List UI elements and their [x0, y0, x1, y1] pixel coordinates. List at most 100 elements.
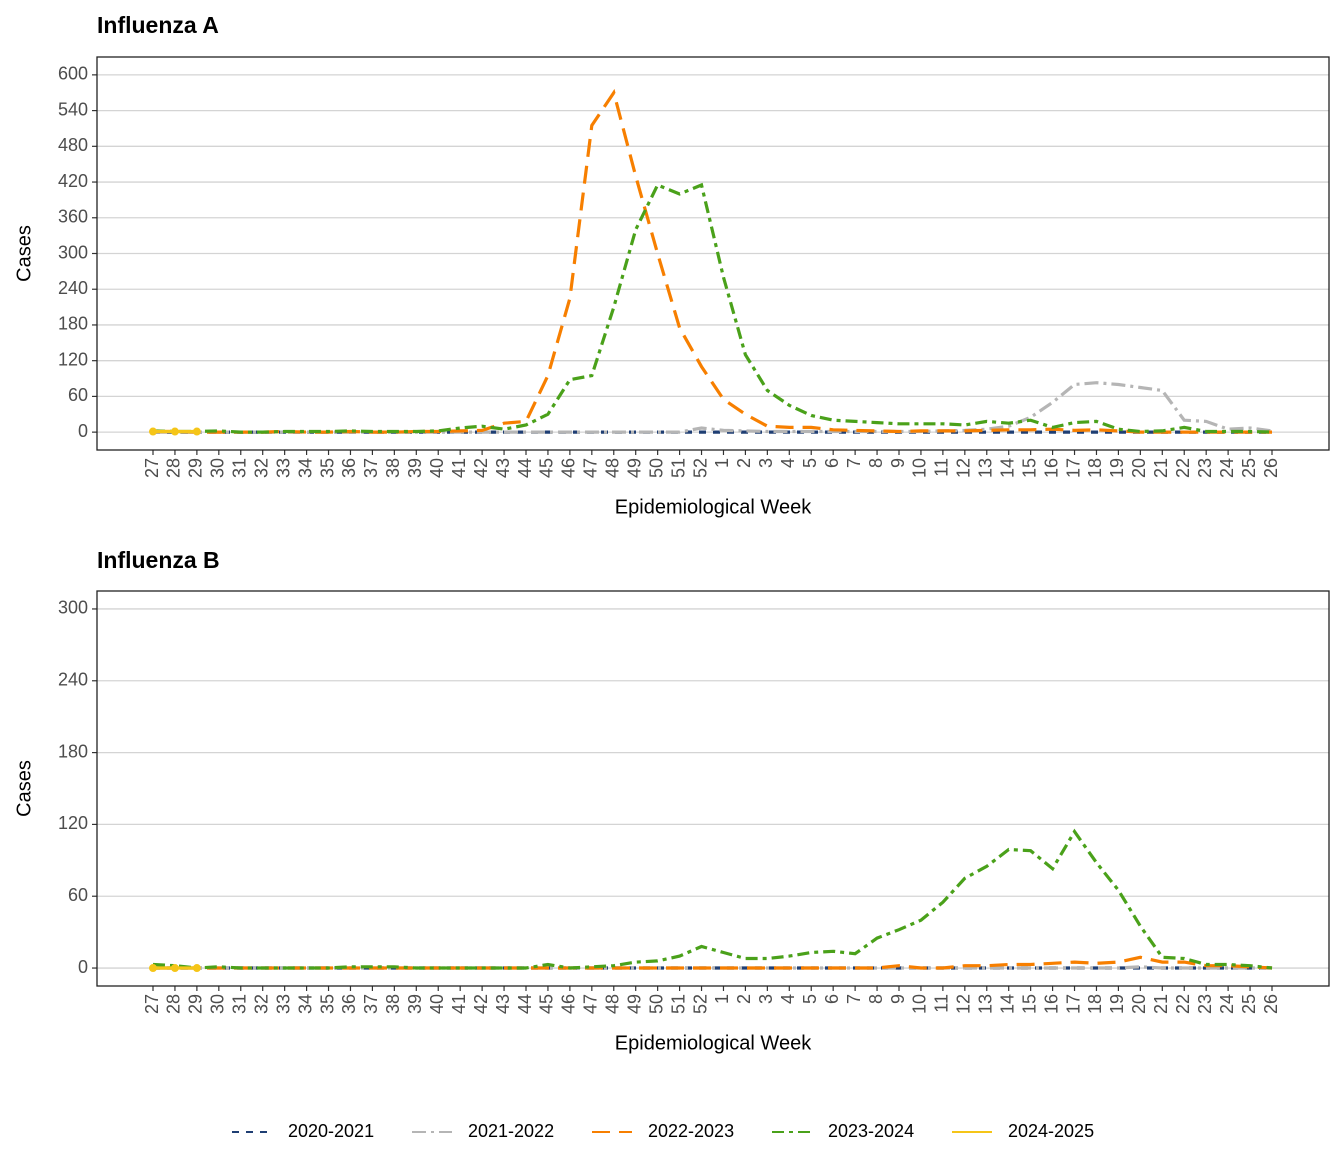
y-tick-label: 240	[58, 670, 88, 690]
x-tick-label: 26	[1261, 994, 1281, 1014]
y-axis-title: Cases	[13, 760, 35, 817]
y-tick-label: 60	[68, 885, 88, 905]
x-tick-label: 5	[800, 458, 820, 468]
x-tick-label: 43	[493, 994, 513, 1014]
x-tick-label: 26	[1261, 458, 1281, 478]
y-tick-label: 0	[78, 421, 88, 441]
y-tick-label: 540	[58, 99, 88, 119]
series-point	[192, 427, 201, 436]
x-tick-label: 6	[822, 994, 842, 1004]
x-tick-label: 28	[164, 994, 184, 1014]
x-tick-label: 7	[844, 994, 864, 1004]
x-tick-label: 2	[734, 994, 754, 1004]
x-tick-label: 47	[581, 458, 601, 478]
legend-label: 2022-2023	[648, 1121, 734, 1141]
x-tick-label: 1	[712, 994, 732, 1004]
x-tick-label: 2	[734, 458, 754, 468]
x-tick-label: 15	[1019, 458, 1039, 478]
x-tick-label: 34	[295, 458, 315, 478]
x-tick-label: 32	[251, 994, 271, 1014]
x-tick-label: 17	[1063, 994, 1083, 1014]
x-tick-label: 39	[405, 994, 425, 1014]
legend-label: 2023-2024	[828, 1121, 914, 1141]
x-tick-label: 15	[1019, 994, 1039, 1014]
series-line	[152, 182, 1273, 434]
x-tick-label: 14	[997, 994, 1017, 1014]
x-tick-label: 38	[383, 994, 403, 1014]
x-tick-label: 51	[668, 994, 688, 1014]
x-tick-label: 49	[624, 458, 644, 478]
chart-title: Influenza B	[97, 547, 220, 573]
y-tick-label: 60	[68, 385, 88, 405]
x-tick-label: 37	[361, 458, 381, 478]
series-line	[153, 88, 1272, 434]
x-tick-label: 31	[230, 994, 250, 1014]
x-tick-label: 47	[581, 994, 601, 1014]
y-tick-label: 180	[58, 741, 88, 761]
legend-label: 2024-2025	[1008, 1121, 1094, 1141]
x-tick-label: 30	[208, 994, 228, 1014]
x-tick-label: 4	[778, 994, 798, 1004]
x-tick-label: 24	[1217, 458, 1237, 478]
x-tick-label: 52	[690, 458, 710, 478]
legend-label: 2020-2021	[288, 1121, 374, 1141]
y-tick-label: 0	[78, 957, 88, 977]
x-tick-label: 25	[1239, 458, 1259, 478]
x-tick-label: 16	[1041, 458, 1061, 478]
x-tick-label: 49	[624, 994, 644, 1014]
x-tick-label: 10	[910, 458, 930, 478]
x-tick-label: 34	[295, 994, 315, 1014]
x-tick-label: 32	[251, 458, 271, 478]
chart-title: Influenza A	[97, 12, 219, 38]
x-tick-label: 50	[646, 458, 666, 478]
x-tick-label: 16	[1041, 994, 1061, 1014]
y-tick-label: 300	[58, 598, 88, 618]
series-point	[192, 964, 201, 973]
x-tick-label: 45	[537, 458, 557, 478]
x-tick-label: 52	[690, 994, 710, 1014]
panel-border	[96, 56, 1330, 451]
x-tick-label: 41	[449, 994, 469, 1014]
x-tick-label: 20	[1129, 994, 1149, 1014]
x-tick-label: 9	[888, 458, 908, 468]
x-tick-label: 27	[142, 994, 162, 1014]
x-tick-label: 20	[1129, 458, 1149, 478]
x-tick-label: 50	[646, 994, 666, 1014]
legend-label: 2021-2022	[468, 1121, 554, 1141]
y-tick-label: 120	[58, 349, 88, 369]
x-tick-label: 22	[1173, 994, 1193, 1014]
x-tick-label: 13	[976, 458, 996, 478]
series-line	[153, 955, 1273, 970]
x-tick-label: 18	[1085, 458, 1105, 478]
x-tick-label: 24	[1217, 994, 1237, 1014]
series-point	[149, 427, 157, 436]
series-point	[170, 427, 179, 436]
x-tick-label: 42	[471, 458, 491, 478]
x-tick-label: 22	[1173, 458, 1193, 478]
y-tick-label: 180	[58, 314, 88, 334]
x-tick-label: 1	[712, 458, 732, 468]
x-tick-label: 5	[800, 994, 820, 1004]
x-tick-label: 48	[603, 994, 623, 1014]
x-tick-label: 45	[537, 994, 557, 1014]
x-tick-label: 30	[208, 458, 228, 478]
x-tick-label: 48	[603, 458, 623, 478]
x-axis-title: Epidemiological Week	[615, 496, 812, 518]
x-tick-label: 29	[186, 994, 206, 1014]
x-tick-label: 12	[954, 458, 974, 478]
x-tick-label: 3	[756, 994, 776, 1004]
x-tick-label: 12	[954, 994, 974, 1014]
x-tick-label: 7	[844, 458, 864, 468]
x-tick-label: 46	[559, 994, 579, 1014]
y-tick-label: 120	[58, 813, 88, 833]
series-point	[149, 964, 157, 973]
x-tick-label: 19	[1107, 994, 1127, 1014]
y-tick-label: 420	[58, 171, 88, 191]
x-tick-label: 27	[142, 458, 162, 478]
x-tick-label: 35	[317, 994, 337, 1014]
x-tick-label: 36	[339, 994, 359, 1014]
x-tick-label: 23	[1195, 458, 1215, 478]
x-tick-label: 40	[427, 994, 447, 1014]
x-tick-label: 14	[997, 458, 1017, 478]
